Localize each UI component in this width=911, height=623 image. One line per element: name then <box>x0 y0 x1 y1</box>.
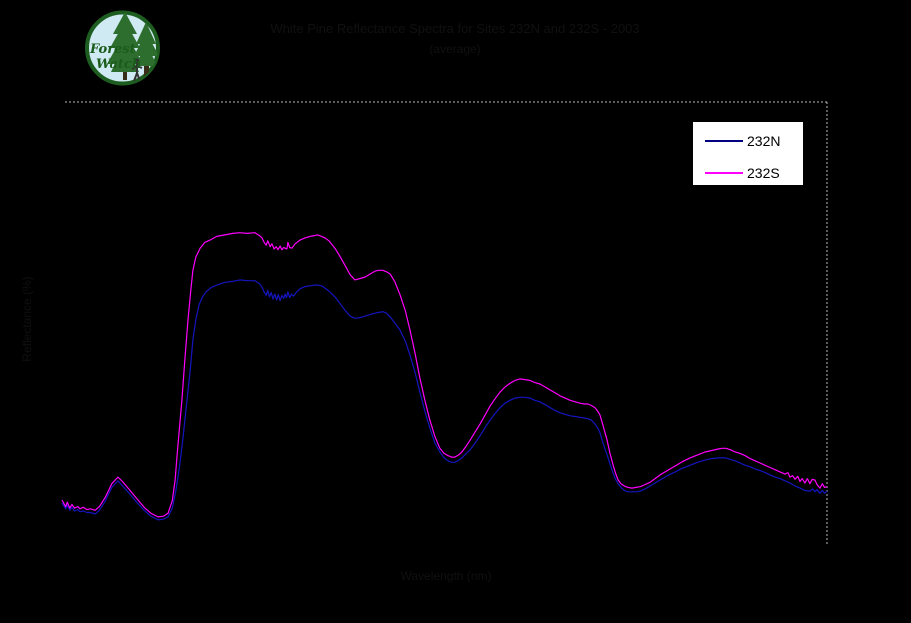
legend-item-232N: 232N <box>705 134 780 148</box>
y-axis-label: Reflectance (%) <box>20 276 34 362</box>
series-line-232S <box>61 232 828 518</box>
legend-line-sample-232N <box>705 140 743 142</box>
person-icon <box>131 58 143 82</box>
series-line-232N <box>61 279 828 521</box>
legend-item-232S: 232S <box>705 166 780 180</box>
chart-title: White Pine Reflectance Spectra for Sites… <box>270 21 640 36</box>
legend-label-232N: 232N <box>747 133 781 149</box>
logo-text-line2: Watch <box>96 57 141 72</box>
legend-line-sample-232S <box>705 172 743 174</box>
legend-label-232S: 232S <box>747 165 780 181</box>
logo-text-line1: Forest <box>89 42 136 57</box>
chart-subtitle: (average) <box>429 42 481 56</box>
forest-watch-logo: Forest Watch <box>85 10 160 86</box>
pine-tree-icon <box>134 22 158 82</box>
x-axis-label: Wavelength (nm) <box>400 569 492 583</box>
legend: 232N 232S <box>692 121 804 186</box>
